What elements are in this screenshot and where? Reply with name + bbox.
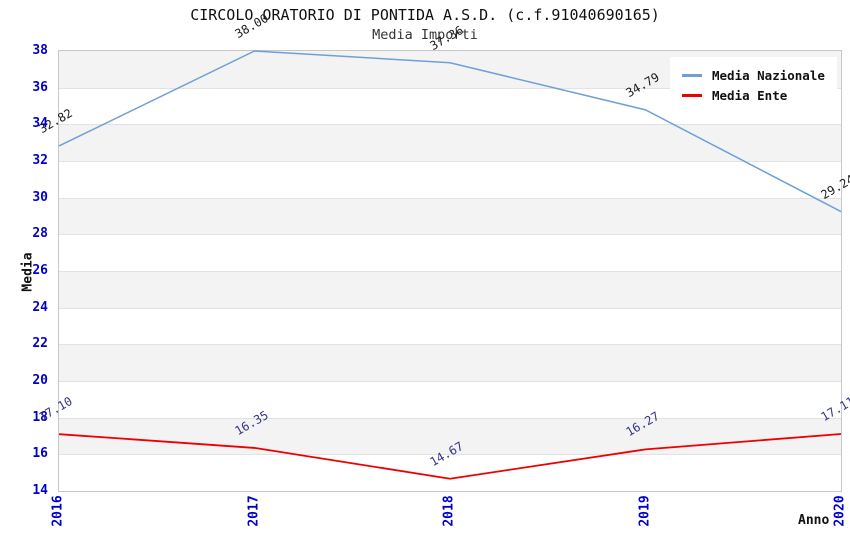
y-tick-label: 22 bbox=[32, 336, 48, 352]
legend-label-media-ente: Media Ente bbox=[712, 87, 788, 103]
y-tick-label: 38 bbox=[32, 43, 48, 58]
gridline bbox=[59, 381, 841, 382]
x-axis-title: Anno bbox=[798, 513, 830, 528]
plot-band bbox=[59, 124, 841, 161]
plot-band bbox=[59, 344, 841, 381]
x-tick-label: 2019 bbox=[637, 495, 652, 527]
gridline bbox=[59, 161, 841, 162]
gridline bbox=[59, 454, 841, 456]
plot-area bbox=[58, 50, 842, 492]
plot-band bbox=[59, 417, 841, 455]
gridline bbox=[59, 417, 841, 419]
y-tick-label: 14 bbox=[32, 483, 48, 498]
y-tick-label: 28 bbox=[32, 226, 48, 242]
y-axis-title: Media bbox=[20, 252, 36, 292]
x-tick-label: 2020 bbox=[832, 495, 848, 527]
gridline bbox=[59, 197, 841, 199]
gridline bbox=[59, 234, 841, 236]
gridline bbox=[59, 87, 841, 89]
legend-swatch-media-ente bbox=[682, 93, 702, 97]
y-tick-label: 30 bbox=[32, 189, 48, 205]
y-tick-label: 36 bbox=[32, 79, 48, 95]
y-tick-label: 20 bbox=[32, 373, 48, 388]
y-tick-label: 18 bbox=[32, 409, 48, 425]
plot-band bbox=[59, 271, 841, 308]
plot-band bbox=[59, 161, 841, 198]
legend-swatch-media-nazionale bbox=[682, 73, 702, 77]
legend-label-media-nazionale: Media Nazionale bbox=[712, 67, 825, 83]
gridline bbox=[59, 307, 841, 309]
plot-band bbox=[59, 234, 841, 271]
gridline bbox=[59, 344, 841, 346]
y-tick-label: 26 bbox=[32, 263, 48, 278]
chart-title: CIRCOLO ORATORIO DI PONTIDA A.S.D. (c.f.… bbox=[190, 6, 660, 24]
line-series-svg bbox=[58, 50, 842, 480]
plot-band bbox=[59, 381, 841, 418]
legend: Media Nazionale Media Ente bbox=[670, 57, 837, 113]
plot-band bbox=[59, 454, 841, 491]
y-tick-label: 34 bbox=[32, 116, 48, 132]
legend-item-media-nazionale: Media Nazionale bbox=[682, 65, 825, 85]
gridline bbox=[59, 271, 841, 272]
series-line-media-ente bbox=[58, 433, 842, 480]
x-tick-label: 2018 bbox=[441, 495, 457, 527]
plot-band bbox=[59, 197, 841, 235]
y-tick-label: 16 bbox=[32, 446, 48, 462]
y-tick-label: 32 bbox=[32, 153, 48, 168]
x-tick-label: 2016 bbox=[50, 495, 66, 527]
y-tick-label: 24 bbox=[32, 299, 48, 315]
series-line-media-nazionale bbox=[58, 50, 842, 213]
plot-band bbox=[59, 307, 841, 345]
x-tick-label: 2017 bbox=[246, 495, 261, 527]
chart-subtitle: Media Importi bbox=[372, 27, 478, 43]
gridline bbox=[59, 124, 841, 126]
legend-item-media-ente: Media Ente bbox=[682, 85, 825, 105]
